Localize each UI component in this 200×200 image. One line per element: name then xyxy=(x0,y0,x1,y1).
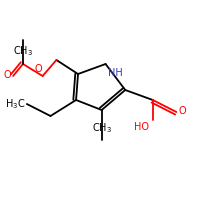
Text: H$_3$C: H$_3$C xyxy=(5,97,25,111)
Text: CH$_3$: CH$_3$ xyxy=(92,121,112,135)
Text: O: O xyxy=(4,70,11,80)
Text: O: O xyxy=(178,106,186,116)
Text: HO: HO xyxy=(134,122,149,132)
Text: O: O xyxy=(34,64,42,74)
Text: NH: NH xyxy=(108,68,122,78)
Text: CH$_3$: CH$_3$ xyxy=(13,44,33,58)
